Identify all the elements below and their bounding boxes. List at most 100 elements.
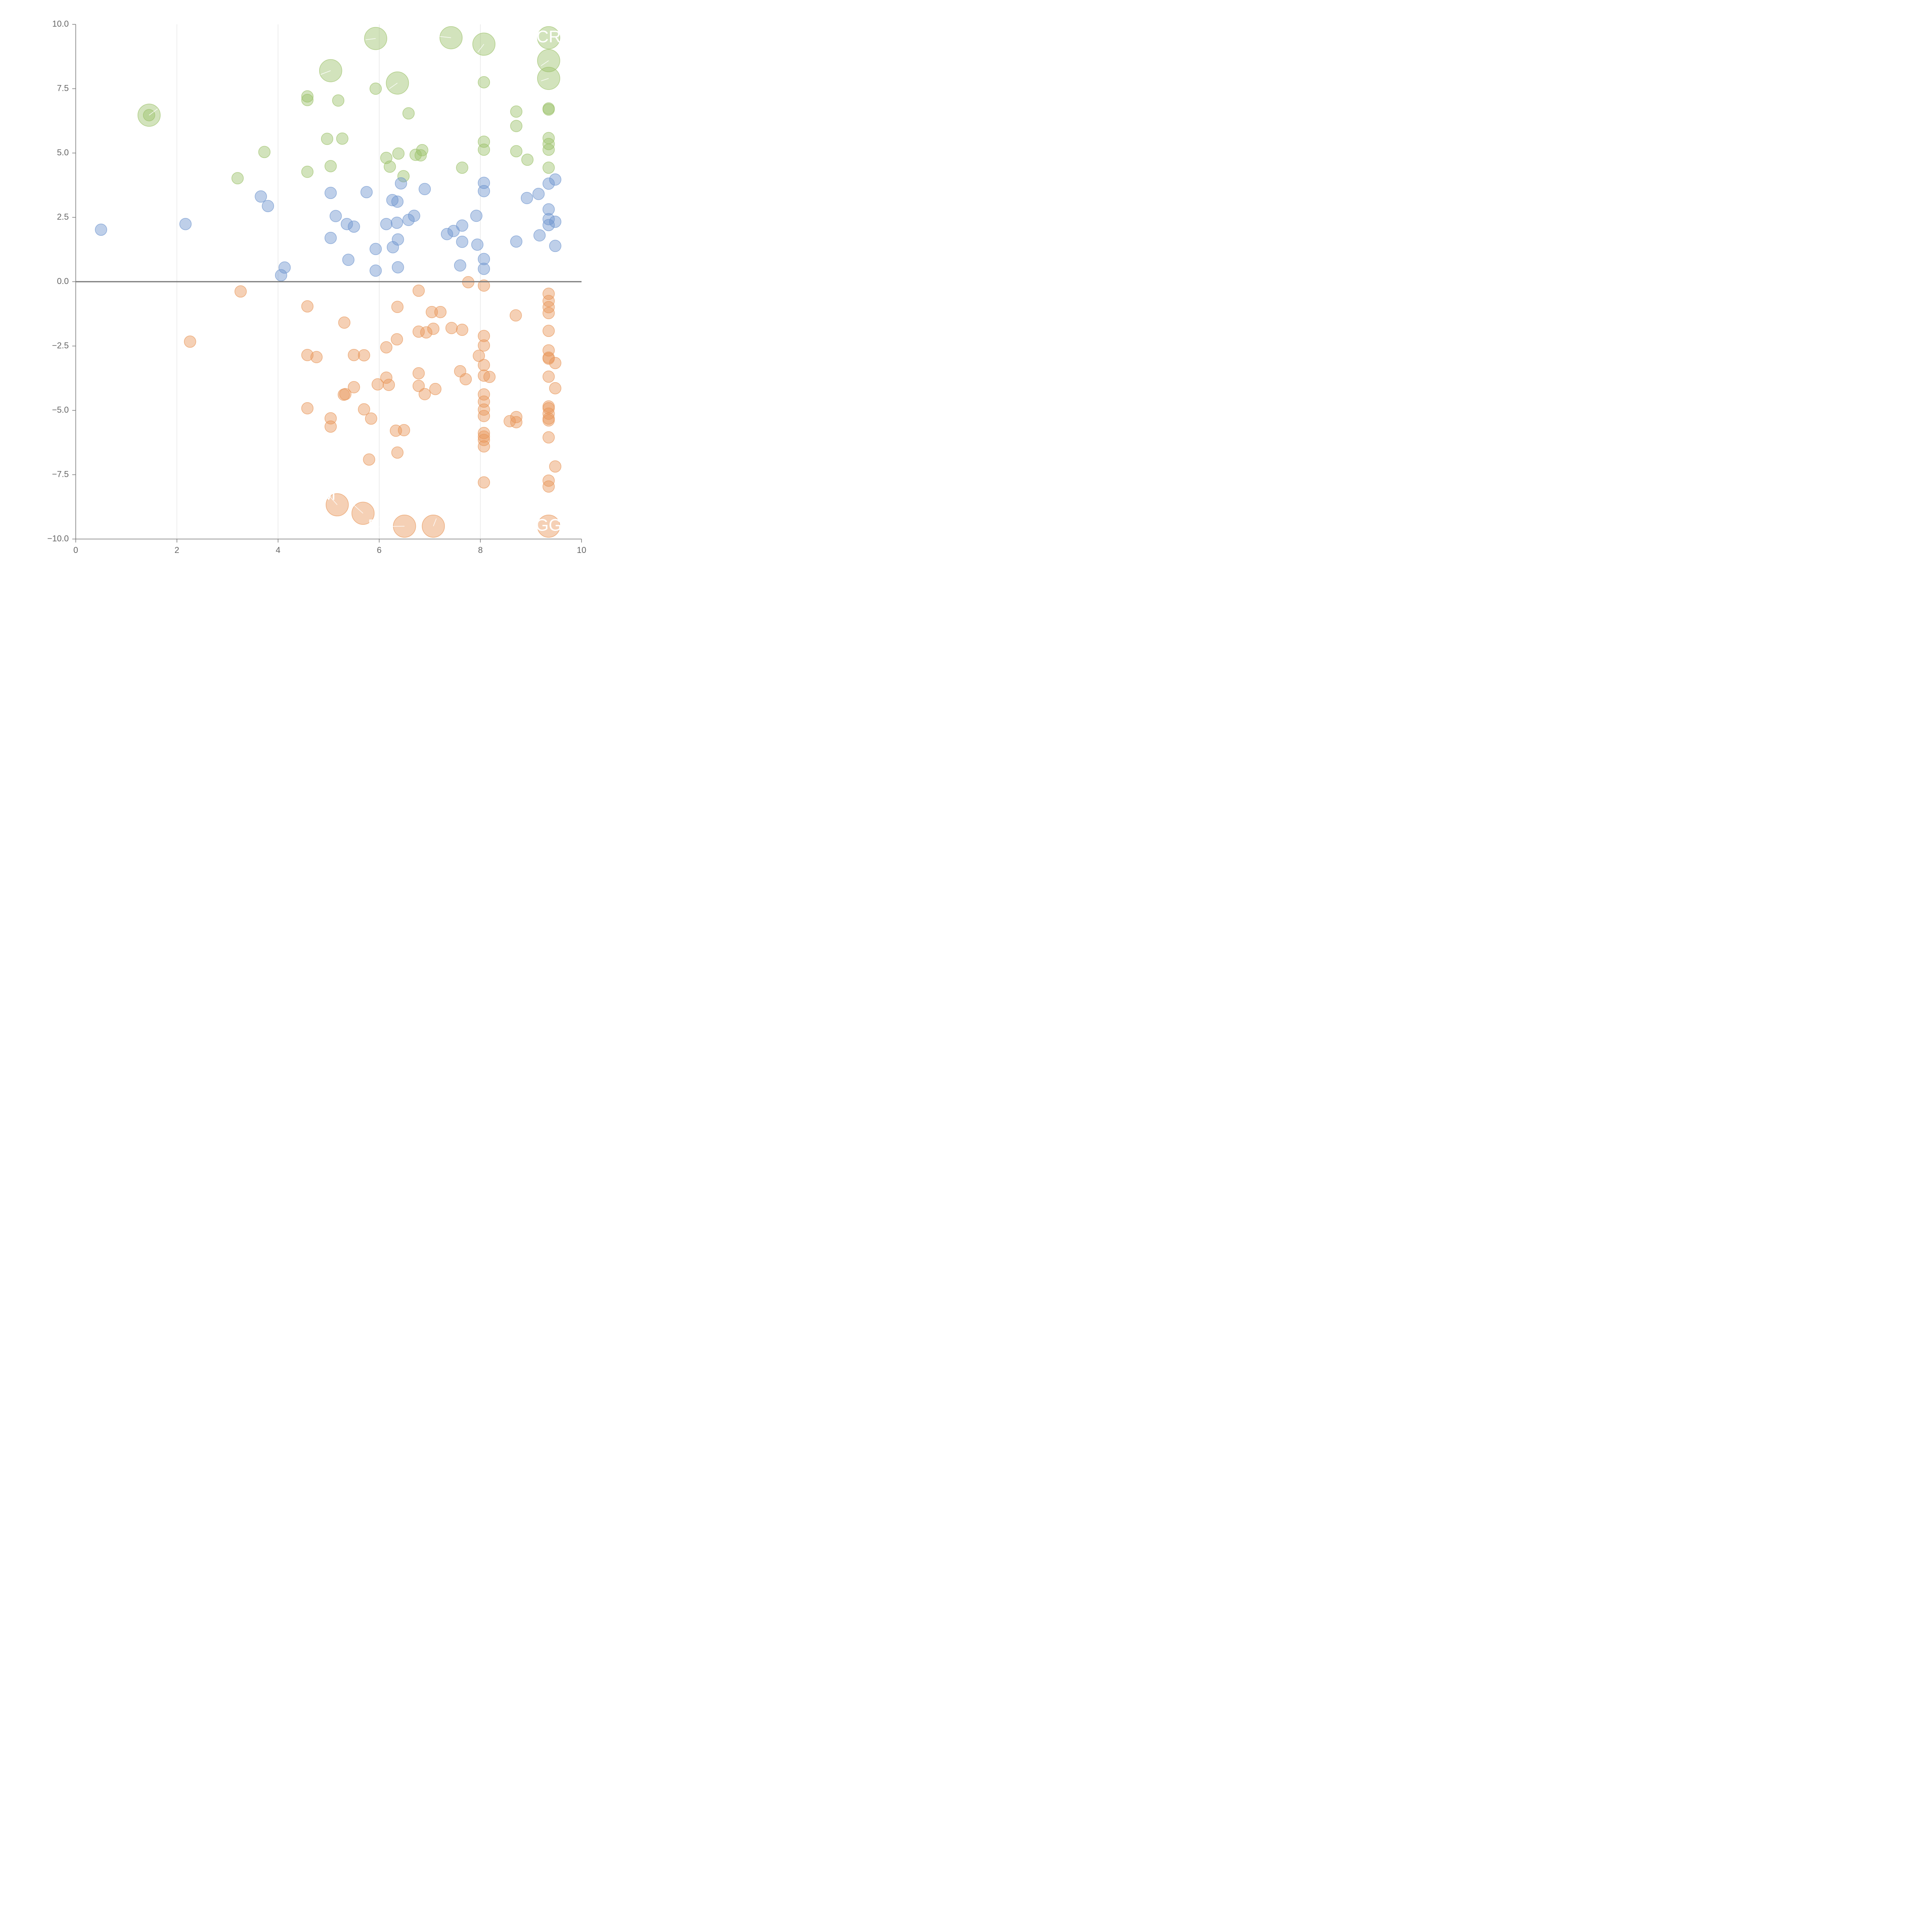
- point-label: M: [321, 485, 336, 503]
- blue-point: [543, 203, 555, 216]
- x-tick-label: 6: [377, 545, 381, 555]
- green-point: [414, 149, 427, 162]
- x-tick-label: 0: [73, 545, 78, 555]
- axes-layer: 10.0 7.5 5.0 2.5 0.0 −2.5 −5.0 −7.5 −10.0 0 2 4 6 8 10: [47, 19, 586, 555]
- orange-point: [434, 306, 447, 318]
- blue-point: [549, 173, 561, 186]
- orange-point: [510, 416, 522, 429]
- orange-point: [543, 407, 555, 420]
- green-point: [384, 160, 396, 173]
- label-leader-line: [440, 36, 451, 38]
- green-point: [258, 146, 271, 158]
- point-label: GG: [536, 515, 562, 534]
- orange-point: [478, 279, 490, 292]
- label-leader-line: [541, 60, 549, 66]
- orange-point: [391, 333, 403, 345]
- y-tick-label: −7.5: [52, 469, 69, 479]
- orange-point: [412, 379, 425, 392]
- orange-point: [478, 427, 490, 439]
- blue-point: [532, 188, 545, 200]
- green-point: [231, 172, 244, 185]
- blue-point: [255, 190, 267, 203]
- orange-point: [412, 284, 425, 297]
- green-point: [543, 103, 555, 116]
- orange-point: [478, 339, 490, 352]
- blue-point: [324, 232, 337, 244]
- orange-point: [543, 480, 555, 493]
- orange-point: [301, 300, 314, 313]
- green-point: [521, 153, 534, 166]
- orange-point: [380, 371, 393, 384]
- blue-point: [392, 233, 404, 246]
- x-tick-label: 10: [577, 545, 586, 555]
- blue-point: [478, 185, 490, 197]
- y-tick-label: 5.0: [57, 148, 69, 157]
- orange-point: [549, 382, 561, 395]
- orange-point: [510, 411, 522, 423]
- green-labeled-point: [537, 26, 560, 49]
- orange-point: [543, 371, 555, 383]
- blue-point: [360, 186, 373, 198]
- green-point: [478, 76, 490, 88]
- blue-point: [324, 187, 337, 199]
- label-leader-line: [433, 518, 437, 526]
- blue-point: [391, 196, 404, 208]
- green-point: [321, 133, 333, 145]
- blue-point: [441, 228, 453, 240]
- blue-point: [278, 261, 291, 274]
- orange-point: [324, 420, 337, 433]
- blue-point: [543, 219, 555, 231]
- orange-point: [445, 322, 458, 334]
- orange-point: [429, 383, 442, 395]
- blue-point: [456, 236, 468, 248]
- orange-point: [338, 316, 350, 329]
- label-leader-line: [328, 495, 338, 505]
- y-tick-label: −5.0: [52, 405, 69, 415]
- green-point: [510, 120, 522, 132]
- blue-point: [478, 262, 490, 275]
- orange-point: [371, 378, 384, 391]
- orange-point: [412, 367, 425, 379]
- green-point: [392, 147, 405, 160]
- orange-point: [543, 352, 555, 365]
- orange-point: [549, 460, 561, 473]
- orange-point: [363, 453, 375, 466]
- x-tick-label: 2: [175, 545, 179, 555]
- point-label: BE: [368, 516, 391, 535]
- blue-point: [386, 241, 399, 253]
- green-point: [397, 170, 410, 182]
- blue-point: [95, 223, 107, 236]
- orange-point: [478, 430, 490, 443]
- blue-point: [369, 264, 382, 277]
- orange-point: [420, 326, 432, 338]
- point-label: CR: [536, 27, 561, 46]
- blue-point: [510, 235, 522, 248]
- label-leader-line: [149, 108, 158, 116]
- orange-point: [358, 403, 370, 416]
- blue-point: [549, 216, 561, 228]
- label-leader-line: [365, 38, 376, 40]
- blue-point: [391, 216, 403, 229]
- green-point: [510, 105, 522, 118]
- blue-point: [342, 253, 355, 266]
- green-point: [416, 144, 429, 156]
- y-tick-label: 7.5: [57, 83, 69, 93]
- orange-point: [503, 415, 516, 427]
- blue-point: [471, 238, 484, 251]
- green-point: [510, 145, 522, 158]
- green-point: [369, 82, 382, 95]
- orange-point: [549, 357, 561, 369]
- green-point: [456, 162, 468, 174]
- orange-point: [348, 349, 360, 361]
- orange-point: [348, 381, 360, 393]
- orange-point: [427, 323, 440, 335]
- blue-point: [369, 243, 382, 255]
- blue-point: [395, 177, 407, 190]
- scatter-chart: 10.07.55.02.50.0−2.5−5.0−7.5−10.00 2 4 6 8 10…: [47, 19, 586, 555]
- orange-point: [301, 349, 314, 361]
- blue-point: [340, 218, 353, 230]
- orange-point: [380, 341, 393, 354]
- blue-point: [392, 261, 404, 274]
- blue-point: [275, 269, 287, 282]
- green-point: [402, 107, 415, 120]
